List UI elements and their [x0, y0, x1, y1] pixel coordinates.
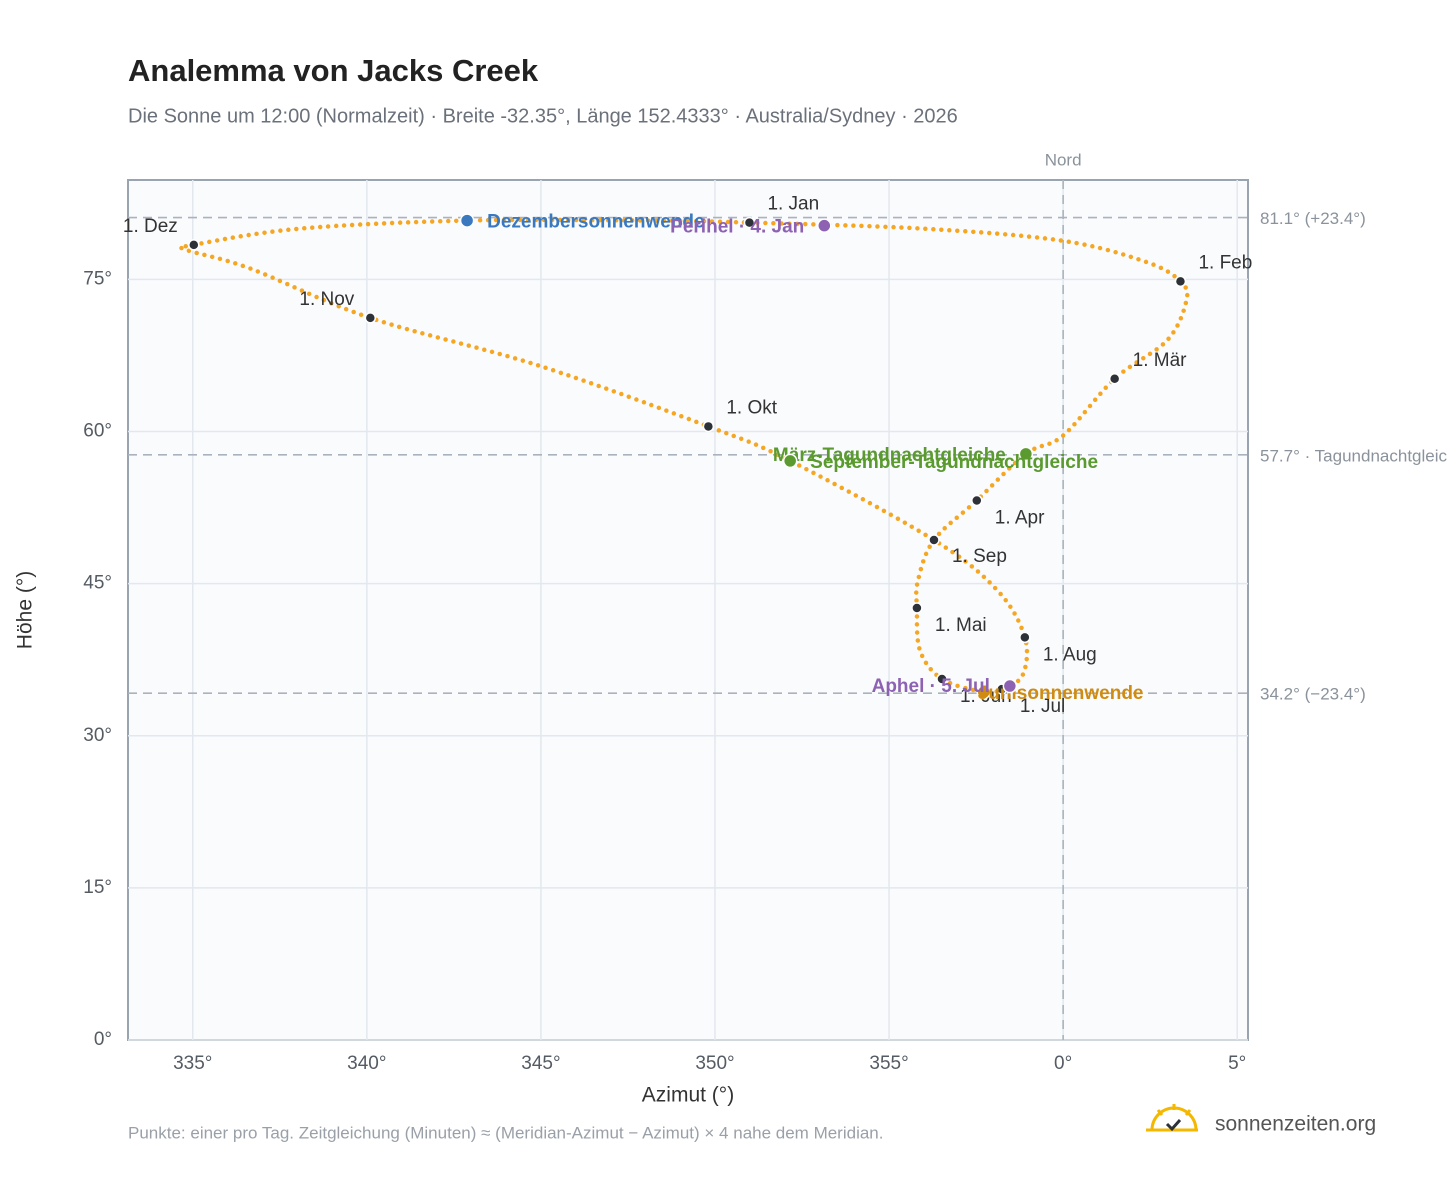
- event-label: Dezembersonnenwende: [487, 212, 704, 233]
- event-marker: [817, 218, 832, 233]
- event-label: Aphel · 5. Jul: [872, 676, 990, 697]
- month-label: 1. Jul: [1020, 696, 1065, 717]
- event-marker: [976, 684, 992, 700]
- month-marker: [911, 602, 923, 614]
- month-marker: [1108, 373, 1121, 385]
- event-label: März-Tagundnachtgleiche: [773, 445, 1006, 466]
- y-tick-label: 0°: [94, 1029, 112, 1050]
- month-label: 1. Nov: [299, 289, 354, 310]
- plot-area: [127, 179, 1249, 1041]
- x-tick-label: 0°: [1054, 1053, 1072, 1074]
- event-label: Junisonnenwende: [978, 683, 1144, 704]
- reference-label: 57.7° · Tagundnachtgleiche: [1260, 446, 1448, 465]
- month-label: 1. Mai: [935, 615, 987, 636]
- month-marker: [928, 534, 940, 546]
- event-marker: [459, 213, 475, 228]
- event-marker: [1002, 678, 1018, 694]
- month-label: 1. Jan: [767, 194, 819, 215]
- north-label: Nord: [1045, 150, 1082, 169]
- brand-logo: [1146, 1104, 1198, 1132]
- month-marker: [971, 494, 983, 507]
- event-label: Perihel · 4. Jan: [670, 217, 804, 238]
- month-marker: [702, 420, 715, 433]
- reference-label: 81.1° (+23.4°): [1260, 209, 1366, 228]
- month-label: 1. Okt: [726, 397, 777, 418]
- event-marker: [782, 453, 798, 469]
- y-tick-label: 15°: [83, 877, 112, 898]
- x-tick-label: 5°: [1228, 1053, 1246, 1074]
- month-label: 1. Dez: [123, 216, 178, 237]
- month-label: 1. Sep: [952, 546, 1007, 567]
- x-tick-label: 335°: [173, 1053, 212, 1074]
- month-marker: [743, 216, 756, 229]
- y-tick-label: 75°: [83, 268, 112, 289]
- month-label: 1. Aug: [1043, 644, 1097, 665]
- month-marker: [936, 673, 948, 685]
- y-tick-label: 30°: [83, 725, 112, 746]
- subtitle: Die Sonne um 12:00 (Normalzeit) · Breite…: [128, 105, 958, 127]
- month-label: 1. Feb: [1198, 252, 1252, 273]
- month-marker: [1019, 631, 1031, 644]
- month-marker: [188, 239, 200, 251]
- x-tick-label: 345°: [521, 1053, 560, 1074]
- brand: sonnenzeiten.org: [1215, 1113, 1376, 1136]
- month-marker: [1174, 275, 1187, 288]
- reference-label: 34.2° (−23.4°): [1260, 685, 1366, 704]
- y-axis-label: Höhe (°): [14, 571, 37, 649]
- y-tick-label: 45°: [83, 573, 112, 594]
- footnote: Punkte: einer pro Tag. Zeitgleichung (Mi…: [128, 1123, 884, 1142]
- y-tick-label: 60°: [83, 421, 112, 442]
- chart-title: Analemma von Jacks Creek: [128, 53, 539, 88]
- month-label: 1. Mär: [1133, 350, 1188, 371]
- event-marker: [1018, 446, 1034, 462]
- x-tick-label: 340°: [347, 1053, 386, 1074]
- x-tick-label: 355°: [869, 1053, 908, 1074]
- month-label: 1. Apr: [995, 507, 1045, 528]
- event-label: September-Tagundnachtgleiche: [810, 452, 1098, 473]
- x-axis-label: Azimut (°): [642, 1084, 734, 1107]
- month-marker: [364, 312, 377, 324]
- x-tick-label: 350°: [695, 1053, 734, 1074]
